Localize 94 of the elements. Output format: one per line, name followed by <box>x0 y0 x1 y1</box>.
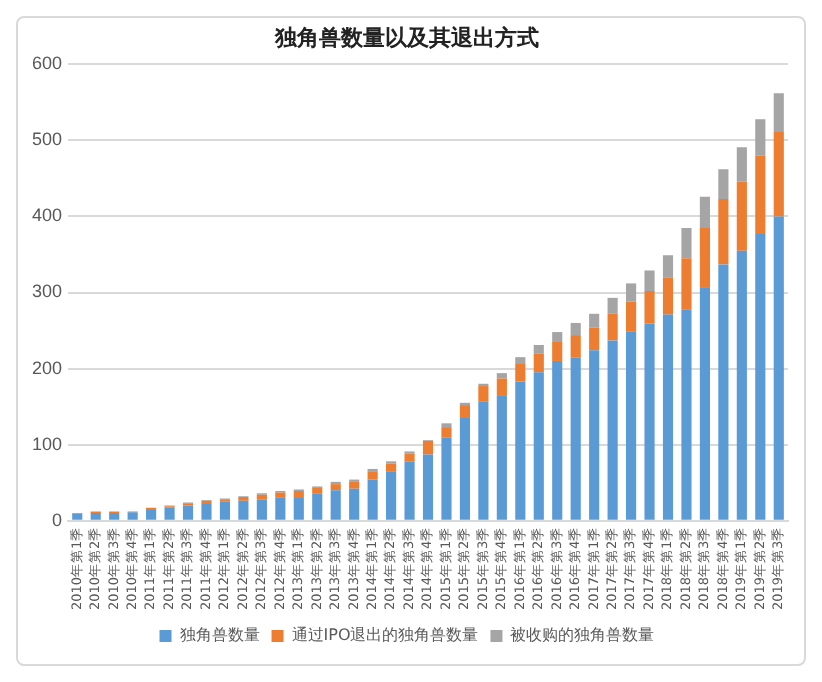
bar <box>312 487 323 494</box>
bar <box>607 313 618 341</box>
bar <box>718 169 729 199</box>
bar <box>330 484 341 491</box>
bar <box>422 454 434 520</box>
y-tick-label: 200 <box>31 357 63 378</box>
y-tick-label: 100 <box>31 433 63 454</box>
bar <box>367 471 378 480</box>
bar <box>386 463 397 472</box>
bar <box>496 373 507 379</box>
bar <box>570 322 581 336</box>
bar <box>127 512 138 520</box>
bar <box>755 233 766 520</box>
bar <box>644 291 655 324</box>
bar <box>552 360 563 520</box>
y-tick-label: 0 <box>52 509 63 530</box>
bar <box>681 309 692 520</box>
bar <box>219 501 231 520</box>
bar <box>533 344 544 354</box>
bar <box>72 513 83 520</box>
bar <box>626 283 637 302</box>
y-tick-label: 500 <box>31 129 63 150</box>
bar <box>736 250 747 520</box>
bar <box>275 492 286 498</box>
bar <box>515 381 526 520</box>
bar <box>570 335 581 358</box>
bar <box>773 216 784 520</box>
bar <box>570 357 581 520</box>
legend-label: 通过IPO退出的独角兽数量 <box>291 626 479 645</box>
bar <box>90 513 101 520</box>
y-tick-label: 400 <box>31 205 63 226</box>
bar <box>607 340 618 520</box>
bar <box>312 493 323 520</box>
bar <box>293 497 304 520</box>
bar <box>533 372 544 520</box>
bar <box>182 505 194 520</box>
bar <box>773 132 784 217</box>
bar <box>755 155 766 234</box>
bar <box>367 479 378 520</box>
bar <box>736 181 747 251</box>
bar <box>109 513 120 520</box>
bar <box>699 287 710 520</box>
bar <box>589 350 600 520</box>
bar <box>386 471 397 520</box>
bar <box>496 378 507 396</box>
bar <box>441 437 452 520</box>
bar <box>681 258 692 310</box>
bar <box>164 507 175 520</box>
bar <box>349 488 360 520</box>
bar <box>662 314 674 520</box>
bar <box>626 301 637 332</box>
bar <box>459 405 471 418</box>
bar <box>404 461 415 520</box>
bar <box>589 313 600 328</box>
bar <box>293 490 304 498</box>
bar <box>626 331 637 520</box>
bar <box>552 341 563 361</box>
bar <box>552 332 563 342</box>
bar <box>718 264 729 520</box>
bar <box>755 119 766 156</box>
chart-title: 独角兽数量以及其退出方式 <box>273 24 539 51</box>
bar <box>201 503 212 520</box>
bar <box>515 357 526 364</box>
bar <box>330 490 341 520</box>
y-tick-label: 300 <box>31 281 63 302</box>
bar <box>644 270 655 291</box>
bar <box>699 227 710 288</box>
bar <box>404 453 415 462</box>
bar <box>662 277 674 315</box>
bar <box>349 481 360 489</box>
bar <box>478 401 489 520</box>
bar <box>146 510 157 520</box>
bar <box>699 196 710 228</box>
legend-label: 独角兽数量 <box>179 626 260 645</box>
bar <box>459 417 471 520</box>
legend-label: 被收购的独角兽数量 <box>510 626 655 645</box>
bar <box>275 497 286 520</box>
bar <box>718 198 729 265</box>
bar <box>607 297 618 314</box>
bar <box>496 395 507 520</box>
bar <box>681 227 692 259</box>
bar <box>478 386 489 402</box>
bar <box>533 353 544 373</box>
bar <box>441 427 452 438</box>
bar <box>238 500 249 520</box>
bar <box>515 364 526 382</box>
bar <box>256 499 267 520</box>
bar <box>773 93 784 133</box>
bar <box>736 147 747 182</box>
bar <box>589 327 600 351</box>
bar <box>422 440 434 455</box>
bar <box>662 255 674 278</box>
bar <box>644 323 655 520</box>
y-tick-label: 600 <box>31 53 63 74</box>
